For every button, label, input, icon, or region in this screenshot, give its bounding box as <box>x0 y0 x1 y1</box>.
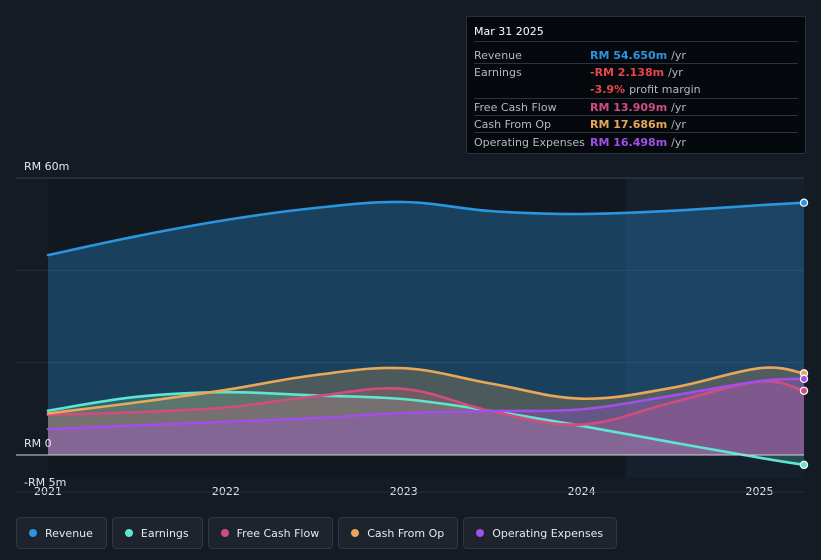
line-operating-expenses <box>46 377 806 431</box>
legend-dot-icon <box>351 529 360 537</box>
x-tick-label: 2024 <box>568 485 596 498</box>
area-earnings <box>48 392 804 465</box>
legend-dot-icon <box>220 529 229 537</box>
tooltip-row: -3.9% profit margin <box>474 82 798 99</box>
line-free-cash-flow <box>46 379 806 427</box>
endpoint-revenue <box>799 198 809 207</box>
tooltip-row-value: -RM 2.138m <box>590 66 665 80</box>
legend-label: Free Cash Flow <box>236 526 320 540</box>
tooltip-row-unit: /yr <box>671 135 686 149</box>
line-revenue <box>46 200 806 257</box>
past-region <box>48 178 627 479</box>
tooltip-row-value: RM 17.686m <box>590 117 668 131</box>
series-endpoints <box>799 198 809 470</box>
tooltip-row: Earnings -RM 2.138m/yr <box>474 64 798 81</box>
line-cash-from-op <box>46 366 806 415</box>
tooltip-row-unit: profit margin <box>629 83 701 97</box>
endpoint-operating-expenses <box>799 374 809 384</box>
highlight-region <box>626 178 804 479</box>
legend-label: Revenue <box>45 526 93 540</box>
legend-dot-icon <box>476 529 485 537</box>
y-tick-label: RM 60m <box>24 160 69 173</box>
y-tick-label: -RM 5m <box>24 476 66 489</box>
legend-item[interactable]: Free Cash Flow <box>207 517 334 549</box>
line-earnings <box>46 390 806 467</box>
x-tick-label: 2021 <box>34 485 62 498</box>
endpoint-earnings <box>799 460 809 470</box>
tooltip-row-label: Cash From Op <box>474 117 552 131</box>
tooltip-row-unit: /yr <box>671 100 686 114</box>
legend-dot-icon <box>29 529 37 537</box>
tooltip-rows: Revenue RM 54.650m/yr Earnings -RM 2.138m/y… <box>474 47 798 151</box>
legend-label: Operating Expenses <box>492 526 604 540</box>
legend-item[interactable]: Revenue <box>16 517 107 549</box>
endpoint-free-cash-flow <box>799 386 809 395</box>
tooltip-row-unit: /yr <box>671 117 686 131</box>
tooltip-row: Operating Expenses RM 16.498m/yr <box>474 133 798 150</box>
tooltip-row-value: RM 54.650m <box>590 48 668 62</box>
legend-dot-icon <box>124 529 133 537</box>
legend-label: Earnings <box>140 526 189 540</box>
tooltip-row: Revenue RM 54.650m/yr <box>474 47 798 65</box>
series-lines <box>46 200 806 467</box>
y-tick-label: RM 0 <box>24 437 52 450</box>
legend: Revenue Earnings Free Cash Flow Cash From O… <box>16 517 618 549</box>
tooltip-row: Free Cash Flow RM 13.909m/yr <box>474 99 798 117</box>
legend-item[interactable]: Operating Expenses <box>463 517 618 549</box>
x-tick-label: 2022 <box>212 485 240 498</box>
tooltip-row: Cash From Op RM 17.686m/yr <box>474 116 798 134</box>
legend-label: Cash From Op <box>367 526 445 540</box>
tooltip-row-value: RM 16.498m <box>590 135 668 149</box>
tooltip-row-value: -3.9% <box>590 83 626 97</box>
legend-item[interactable]: Cash From Op <box>338 517 459 549</box>
tooltip-date: Mar 31 2025 <box>474 25 798 42</box>
tooltip-row-label: Operating Expenses <box>474 135 585 149</box>
tooltip-row-label: Revenue <box>474 48 522 62</box>
tooltip-row-unit: /yr <box>668 66 683 80</box>
tooltip-row-label: Free Cash Flow <box>474 100 557 114</box>
tooltip-row-label: Earnings <box>474 66 522 80</box>
tooltip-panel: Mar 31 2025 Revenue RM 54.650m/yr Earnings… <box>466 16 806 154</box>
area-free-cash-flow <box>48 381 804 455</box>
x-tick-label: 2025 <box>746 485 774 498</box>
tooltip-row-unit: /yr <box>671 48 686 62</box>
x-tick-label: 2023 <box>390 485 418 498</box>
legend-item[interactable]: Earnings <box>111 517 203 549</box>
tooltip-row-value: RM 13.909m <box>590 100 668 114</box>
area-operating-expenses <box>48 378 804 455</box>
